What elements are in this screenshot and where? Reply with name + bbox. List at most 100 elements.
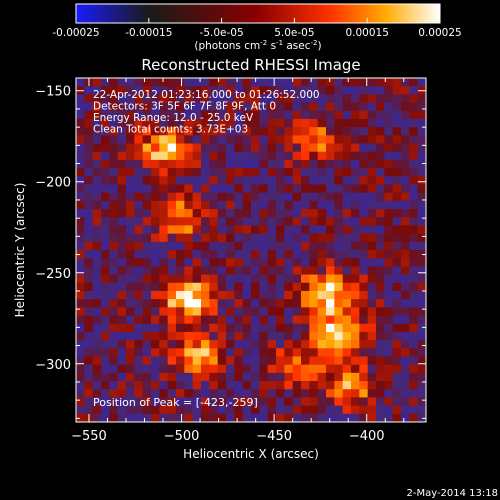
heatmap-cell bbox=[251, 86, 260, 95]
heatmap-cell bbox=[226, 192, 235, 202]
heatmap-cell bbox=[92, 159, 102, 169]
heatmap-cell bbox=[176, 209, 185, 218]
heatmap-cell bbox=[342, 159, 352, 169]
heatmap-cell bbox=[192, 307, 202, 317]
heatmap-cell bbox=[409, 331, 419, 341]
heatmap-cell bbox=[326, 209, 335, 218]
heatmap-cell bbox=[351, 282, 360, 292]
heatmap-cell bbox=[176, 127, 185, 136]
heatmap-cell bbox=[76, 192, 85, 202]
heatmap-cell bbox=[134, 364, 144, 374]
heatmap-cell bbox=[334, 258, 344, 267]
heatmap-cell bbox=[284, 274, 294, 284]
heatmap-cell bbox=[309, 389, 319, 399]
heatmap-cell bbox=[267, 250, 277, 259]
heatmap-cell bbox=[292, 78, 302, 87]
heatmap-cell bbox=[184, 192, 194, 202]
heatmap-cell bbox=[201, 397, 210, 407]
heatmap-cell bbox=[167, 405, 177, 415]
heatmap-cell bbox=[376, 135, 385, 145]
heatmap-cell bbox=[317, 168, 327, 177]
heatmap-cell bbox=[234, 78, 244, 87]
x-axis: −550 −500 −450 −400 bbox=[71, 78, 405, 444]
heatmap-cell bbox=[392, 307, 402, 317]
heatmap-cell bbox=[76, 118, 85, 128]
heatmap-cell bbox=[226, 397, 235, 407]
heatmap-cell bbox=[292, 299, 302, 308]
heatmap-cell bbox=[292, 192, 302, 202]
heatmap-cell bbox=[292, 274, 302, 284]
heatmap-cell bbox=[126, 413, 135, 422]
heatmap-cell bbox=[401, 143, 410, 153]
heatmap-cell bbox=[242, 233, 252, 243]
heatmap-cell bbox=[276, 323, 285, 333]
heatmap-cell bbox=[417, 372, 426, 382]
heatmap-cell bbox=[142, 290, 152, 300]
heatmap-cell bbox=[84, 151, 94, 161]
heatmap-cell bbox=[226, 78, 235, 87]
heatmap-cell bbox=[151, 209, 160, 218]
heatmap-cell bbox=[134, 307, 144, 317]
heatmap-cell bbox=[417, 118, 426, 128]
heatmap-cell bbox=[376, 389, 385, 399]
heatmap-cell bbox=[242, 86, 252, 95]
heatmap-cell bbox=[334, 151, 344, 161]
heatmap-cell bbox=[309, 323, 319, 333]
heatmap-cell bbox=[376, 340, 385, 349]
heatmap-cell bbox=[293, 422, 302, 431]
heatmap-cell bbox=[417, 381, 426, 390]
heatmap-cell bbox=[376, 315, 385, 325]
heatmap-cell bbox=[342, 290, 352, 300]
heatmap-cell bbox=[301, 110, 310, 120]
heatmap-cell bbox=[367, 331, 377, 341]
heatmap-cell bbox=[76, 176, 85, 186]
heatmap-cell bbox=[109, 225, 119, 235]
heatmap-cell bbox=[334, 356, 344, 366]
heatmap-cell bbox=[209, 143, 219, 153]
heatmap-cell bbox=[101, 110, 110, 120]
heatmap-cell bbox=[309, 372, 319, 382]
heatmap-cell bbox=[176, 102, 185, 112]
heatmap-cell bbox=[384, 225, 394, 235]
heatmap-cell bbox=[142, 405, 152, 415]
heatmap-cell bbox=[301, 176, 310, 186]
heatmap-cell bbox=[384, 258, 394, 267]
heatmap-cell bbox=[359, 364, 369, 374]
heatmap-cell bbox=[117, 241, 127, 251]
heatmap-cell bbox=[301, 282, 310, 292]
heatmap-cell bbox=[276, 397, 285, 407]
heatmap-cell bbox=[76, 184, 85, 194]
heatmap-cell bbox=[92, 143, 102, 153]
heatmap-cell bbox=[259, 372, 269, 382]
heatmap-cell bbox=[117, 290, 127, 300]
heatmap-cell bbox=[134, 282, 144, 292]
heatmap-cell bbox=[101, 233, 110, 243]
heatmap-cell bbox=[367, 192, 377, 202]
heatmap-cell bbox=[142, 168, 152, 177]
heatmap-cell bbox=[117, 159, 127, 169]
heatmap-cell bbox=[101, 266, 110, 276]
heatmap-cell bbox=[84, 217, 94, 227]
heatmap-cell bbox=[209, 422, 218, 431]
heatmap-cell bbox=[426, 201, 435, 210]
heatmap-cell bbox=[267, 340, 277, 349]
heatmap-cell bbox=[217, 78, 227, 87]
heatmap-cell bbox=[251, 143, 260, 153]
heatmap-cell bbox=[76, 348, 85, 358]
heatmap-cell bbox=[143, 422, 152, 431]
heatmap-cell bbox=[267, 209, 277, 218]
heatmap-cell bbox=[284, 299, 294, 308]
heatmap-cell bbox=[159, 176, 169, 186]
heatmap-cell bbox=[176, 282, 185, 292]
heatmap-cell bbox=[109, 151, 119, 161]
heatmap-cell bbox=[276, 176, 285, 186]
heatmap-cell bbox=[367, 282, 377, 292]
heatmap-cell bbox=[367, 258, 377, 267]
heatmap-cell bbox=[92, 331, 102, 341]
heatmap-cell bbox=[376, 290, 385, 300]
heatmap-cell bbox=[367, 184, 377, 194]
heatmap-cell bbox=[76, 102, 85, 112]
heatmap-cell bbox=[109, 143, 119, 153]
heatmap-cell bbox=[417, 250, 426, 259]
heatmap-cell bbox=[259, 217, 269, 227]
